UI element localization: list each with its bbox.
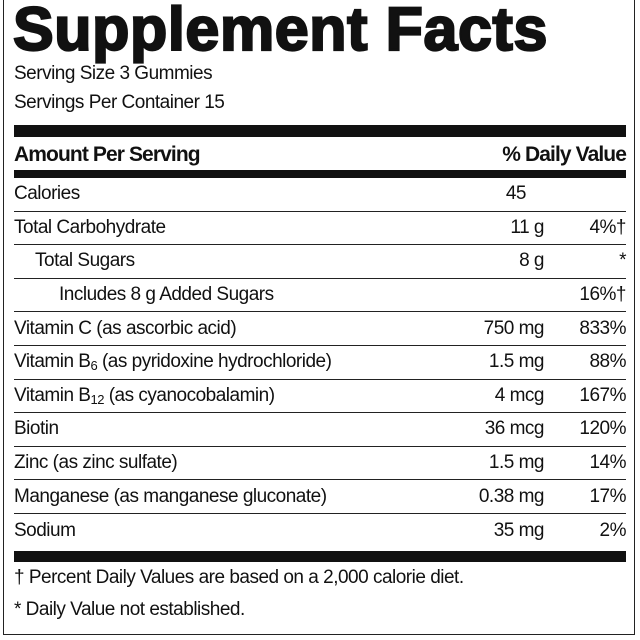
nutrient-dv: 88% [589, 351, 626, 373]
nutrient-dv: 167% [579, 384, 626, 406]
label-title: Supplement Facts [12, 0, 549, 64]
serving-size: Serving Size 3 Gummies [14, 63, 213, 84]
nutrient-amount: 1.5 mg [488, 351, 545, 373]
nutrient-name: Vitamin B [14, 384, 91, 406]
nutrient-dv: * [619, 250, 626, 272]
thick-divider-bottom [14, 551, 626, 562]
nutrient-row: Total Sugars 8 g * [14, 245, 626, 279]
nutrient-row: Vitamin B6 (as pyridoxine hydrochloride)… [14, 346, 626, 380]
nutrient-subscript: 6 [90, 358, 98, 374]
servings-per-container: Servings Per Container 15 [14, 92, 225, 113]
nutrient-row: Vitamin C (as ascorbic acid) 750 mg 833% [14, 312, 626, 346]
nutrient-amount: 1.5 mg [488, 452, 545, 474]
footnote-daily-values: † Percent Daily Values are based on a 2,… [14, 567, 464, 588]
nutrient-dv: 120% [579, 418, 626, 440]
daily-value-heading: % Daily Value [502, 143, 627, 166]
nutrient-name: Includes 8 g Added Sugars [59, 284, 274, 306]
nutrient-name: Calories [14, 183, 80, 205]
nutrient-dv: 14% [589, 452, 626, 474]
nutrient-name: Vitamin C (as ascorbic acid) [14, 317, 237, 339]
nutrient-subscript: 12 [90, 391, 104, 407]
nutrient-amount: 36 mcg [484, 418, 545, 440]
nutrient-dv: 833% [579, 317, 626, 339]
nutrient-amount: 4 mcg [494, 384, 545, 406]
nutrient-dv: 2% [599, 519, 627, 541]
amount-per-serving-heading: Amount Per Serving [14, 143, 201, 166]
nutrient-row: Total Carbohydrate 11 g 4%† [14, 212, 626, 246]
nutrient-amount: 750 mg [483, 317, 545, 339]
column-header: Amount Per Serving % Daily Value [14, 140, 627, 170]
nutrient-amount: 35 mg [493, 519, 545, 541]
nutrient-row: Sodium 35 mg 2% [14, 514, 627, 548]
nutrient-dv: 16%† [579, 284, 626, 306]
nutrient-source: (as pyridoxine hydrochloride) [97, 351, 332, 373]
medium-divider [14, 170, 626, 178]
label-border [3, 0, 635, 635]
nutrient-name: Biotin [14, 418, 59, 440]
nutrient-name: Manganese (as manganese gluconate) [14, 485, 327, 507]
nutrient-dv: 4%† [589, 216, 626, 238]
nutrient-amount: 0.38 mg [478, 485, 545, 507]
nutrient-row: Manganese (as manganese gluconate) 0.38 m… [14, 480, 626, 514]
nutrient-source: (as cyanocobalamin) [103, 384, 275, 406]
nutrient-row: Vitamin B12 (as cyanocobalamin) 4 mcg 167% [14, 380, 626, 414]
nutrient-amount: 45 [505, 183, 527, 205]
footnote-not-established: * Daily Value not established. [14, 599, 245, 620]
nutrient-name: Vitamin B [14, 351, 91, 373]
nutrient-name: Total Sugars [35, 250, 135, 272]
thick-divider [14, 125, 626, 137]
nutrient-dv: 17% [589, 485, 626, 507]
nutrient-amount: 8 g [519, 250, 544, 272]
nutrient-name: Total Carbohydrate [14, 216, 166, 238]
nutrient-row: Zinc (as zinc sulfate) 1.5 mg 14% [14, 447, 626, 481]
nutrient-name: Zinc (as zinc sulfate) [14, 452, 178, 474]
nutrient-amount: 11 g [510, 216, 544, 238]
nutrient-table: Calories 45 Total Carbohydrate 11 g 4%† Tot… [14, 178, 627, 548]
nutrient-row: Biotin 36 mcg 120% [14, 413, 626, 447]
nutrient-row-calories: Calories 45 [14, 178, 626, 212]
nutrient-row: Includes 8 g Added Sugars 16%† [14, 279, 626, 313]
nutrient-name: Sodium [14, 519, 76, 541]
